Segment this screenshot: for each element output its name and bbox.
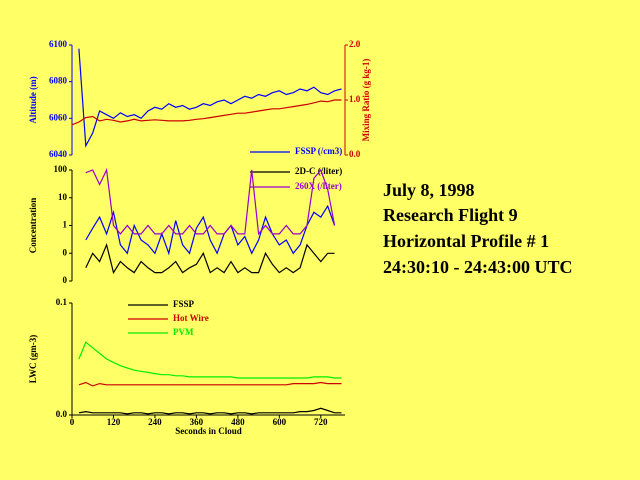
x-tick-label: 120: [107, 417, 121, 427]
y2-tick-label: 0.0: [349, 149, 361, 159]
x-tick-label: 240: [148, 417, 162, 427]
legend-label: 260X (/liter): [295, 181, 342, 191]
x-axis-title: Seconds in Cloud: [175, 426, 242, 436]
y-tick-label: 6100: [49, 39, 68, 49]
x-tick-label: 600: [273, 417, 287, 427]
x-tick-label: 480: [231, 417, 245, 427]
legend-label: FSSP: [173, 299, 195, 309]
y-tick-label: 6060: [49, 112, 68, 122]
legend-label: PVM: [173, 327, 194, 337]
y-tick-label: 0: [63, 247, 68, 257]
x-tick-label: 360: [190, 417, 204, 427]
y-tick-label: 100: [54, 164, 68, 174]
x-tick-label: 0: [70, 417, 75, 427]
series-line: [78, 48, 342, 148]
legend-label: FSSP (/cm3): [295, 146, 342, 156]
y-tick-label: 0.0: [56, 409, 68, 419]
series-line: [78, 341, 342, 379]
y-tick-label: 0.1: [56, 297, 68, 307]
y-tick-label: 1: [63, 220, 68, 230]
y-tick-label: 6080: [49, 76, 68, 86]
info-line: July 8, 1998: [383, 180, 475, 200]
y-tick-label: 10: [58, 192, 68, 202]
series-line: [85, 243, 335, 275]
x-tick-label: 720: [314, 417, 328, 427]
y-axis-title: Concentration: [28, 198, 38, 254]
y2-axis-title: Mixing Ratio (g kg-1): [361, 59, 371, 142]
y-tick-label: 0: [63, 275, 68, 285]
y-axis-title: LWC (gm-3): [28, 335, 38, 383]
y2-tick-label: 2.0: [349, 39, 361, 49]
series-line: [85, 204, 336, 256]
series-line: [78, 407, 342, 415]
y2-tick-label: 1.0: [349, 94, 361, 104]
legend-label: Hot Wire: [173, 313, 209, 323]
series-line: [85, 167, 336, 236]
legend-label: 2D-C (/liter): [295, 166, 342, 176]
info-line: 24:30:10 - 24:43:00 UTC: [383, 257, 572, 277]
y-tick-label: 6040: [49, 149, 68, 159]
y-axis-title: Altitude (m): [28, 76, 38, 123]
info-line: Horizontal Profile # 1: [383, 231, 549, 251]
series-line: [78, 381, 342, 387]
series-line: [71, 99, 342, 126]
info-line: Research Flight 9: [383, 205, 518, 225]
